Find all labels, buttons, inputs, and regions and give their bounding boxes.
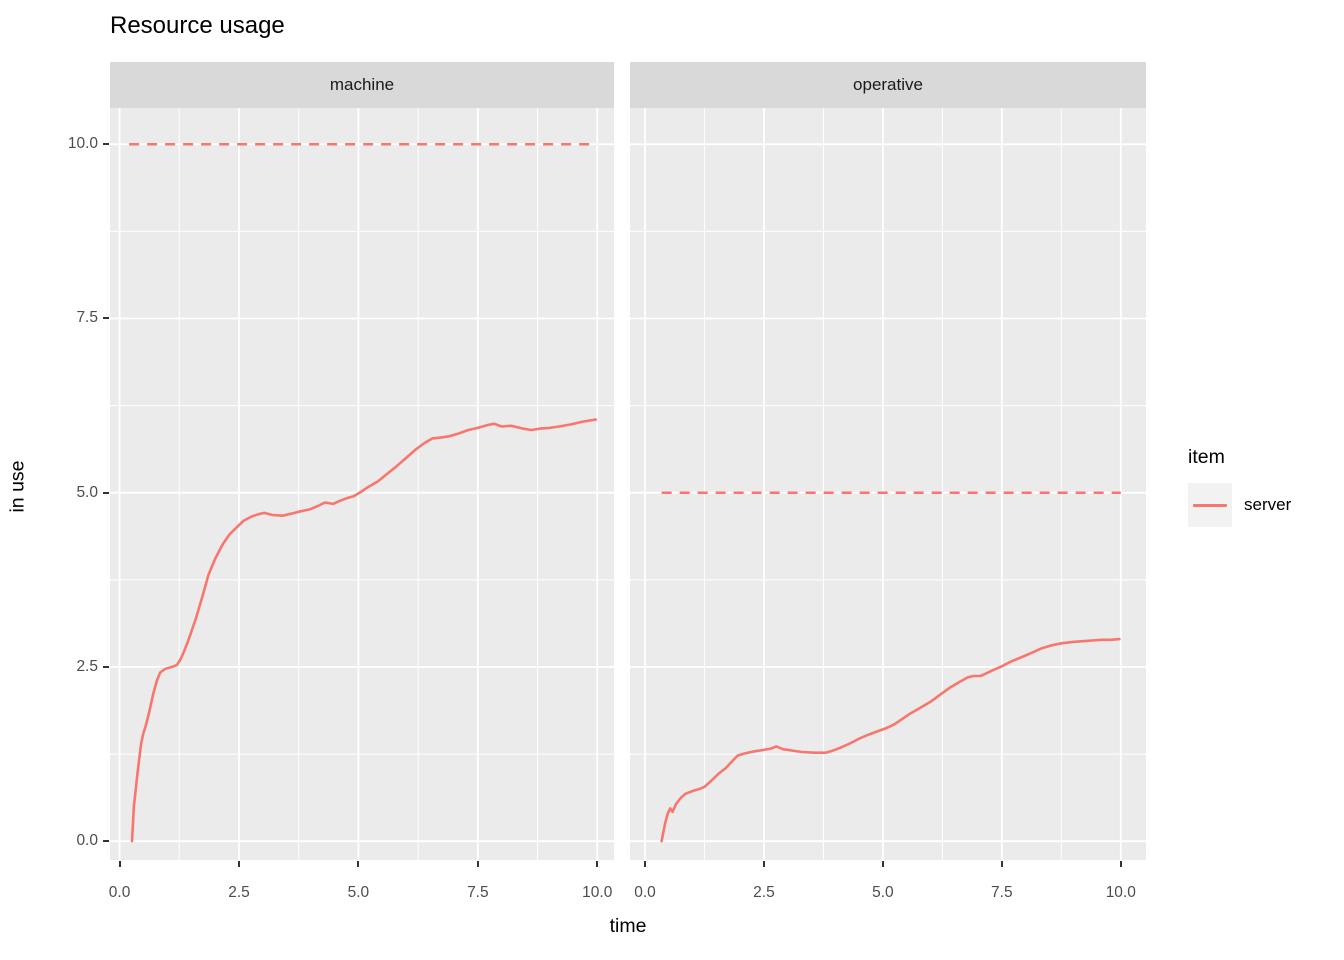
x-tick-mark [118, 861, 121, 867]
x-tick-mark [1000, 861, 1003, 867]
legend: item server [1188, 446, 1291, 527]
y-tick-mark [103, 665, 109, 668]
x-tick-label: 10.0 [582, 884, 613, 901]
legend-entry-label: server [1244, 495, 1292, 514]
x-tick-label: 2.5 [228, 884, 250, 901]
y-tick-mark [103, 317, 109, 320]
series-line-server [660, 637, 1121, 843]
x-tick-label: 10.0 [1105, 884, 1136, 901]
y-tick-label: 2.5 [76, 657, 98, 675]
y-axis-title: in use [6, 460, 29, 513]
legend-title: item [1188, 446, 1225, 468]
facet-strip-label: machine [329, 75, 395, 94]
x-tick-mark [881, 861, 884, 867]
facet-strip-label: operative [853, 75, 923, 94]
x-tick-mark [762, 861, 765, 867]
x-tick-label: 5.0 [872, 884, 894, 901]
facet-strip-machine: machine [110, 62, 614, 108]
legend-key-line-icon [1193, 504, 1227, 507]
y-tick-label: 7.5 [76, 309, 98, 327]
x-tick-mark [237, 861, 240, 867]
facet-strip-operative: operative [630, 62, 1146, 108]
x-tick-label: 2.5 [753, 884, 775, 901]
y-tick-label: 5.0 [76, 483, 98, 501]
facet-panel-machine [110, 108, 614, 860]
x-tick-mark [596, 861, 599, 867]
y-tick-label: 0.0 [76, 832, 98, 850]
facet-panel-operative [630, 108, 1146, 860]
operative-plot-area [630, 108, 1146, 860]
legend-key-box [1188, 483, 1232, 527]
x-tick-label: 5.0 [347, 884, 370, 901]
chart-title: Resource usage [110, 12, 285, 39]
y-tick-mark [103, 491, 109, 494]
machine-plot-area [110, 108, 614, 860]
x-tick-mark [476, 861, 479, 867]
y-tick-mark [103, 143, 109, 146]
series-line-server [130, 418, 598, 843]
legend-entry-server: server [1188, 483, 1291, 527]
x-tick-label: 7.5 [467, 884, 489, 901]
x-tick-label: 0.0 [634, 884, 656, 901]
x-tick-mark [357, 861, 360, 867]
y-tick-label: 10.0 [67, 135, 98, 153]
x-tick-label: 7.5 [991, 884, 1013, 901]
y-tick-mark [103, 840, 109, 843]
x-tick-mark [643, 861, 646, 867]
x-tick-label: 0.0 [108, 884, 131, 901]
x-axis-title: time [609, 915, 647, 937]
x-tick-mark [1119, 861, 1122, 867]
